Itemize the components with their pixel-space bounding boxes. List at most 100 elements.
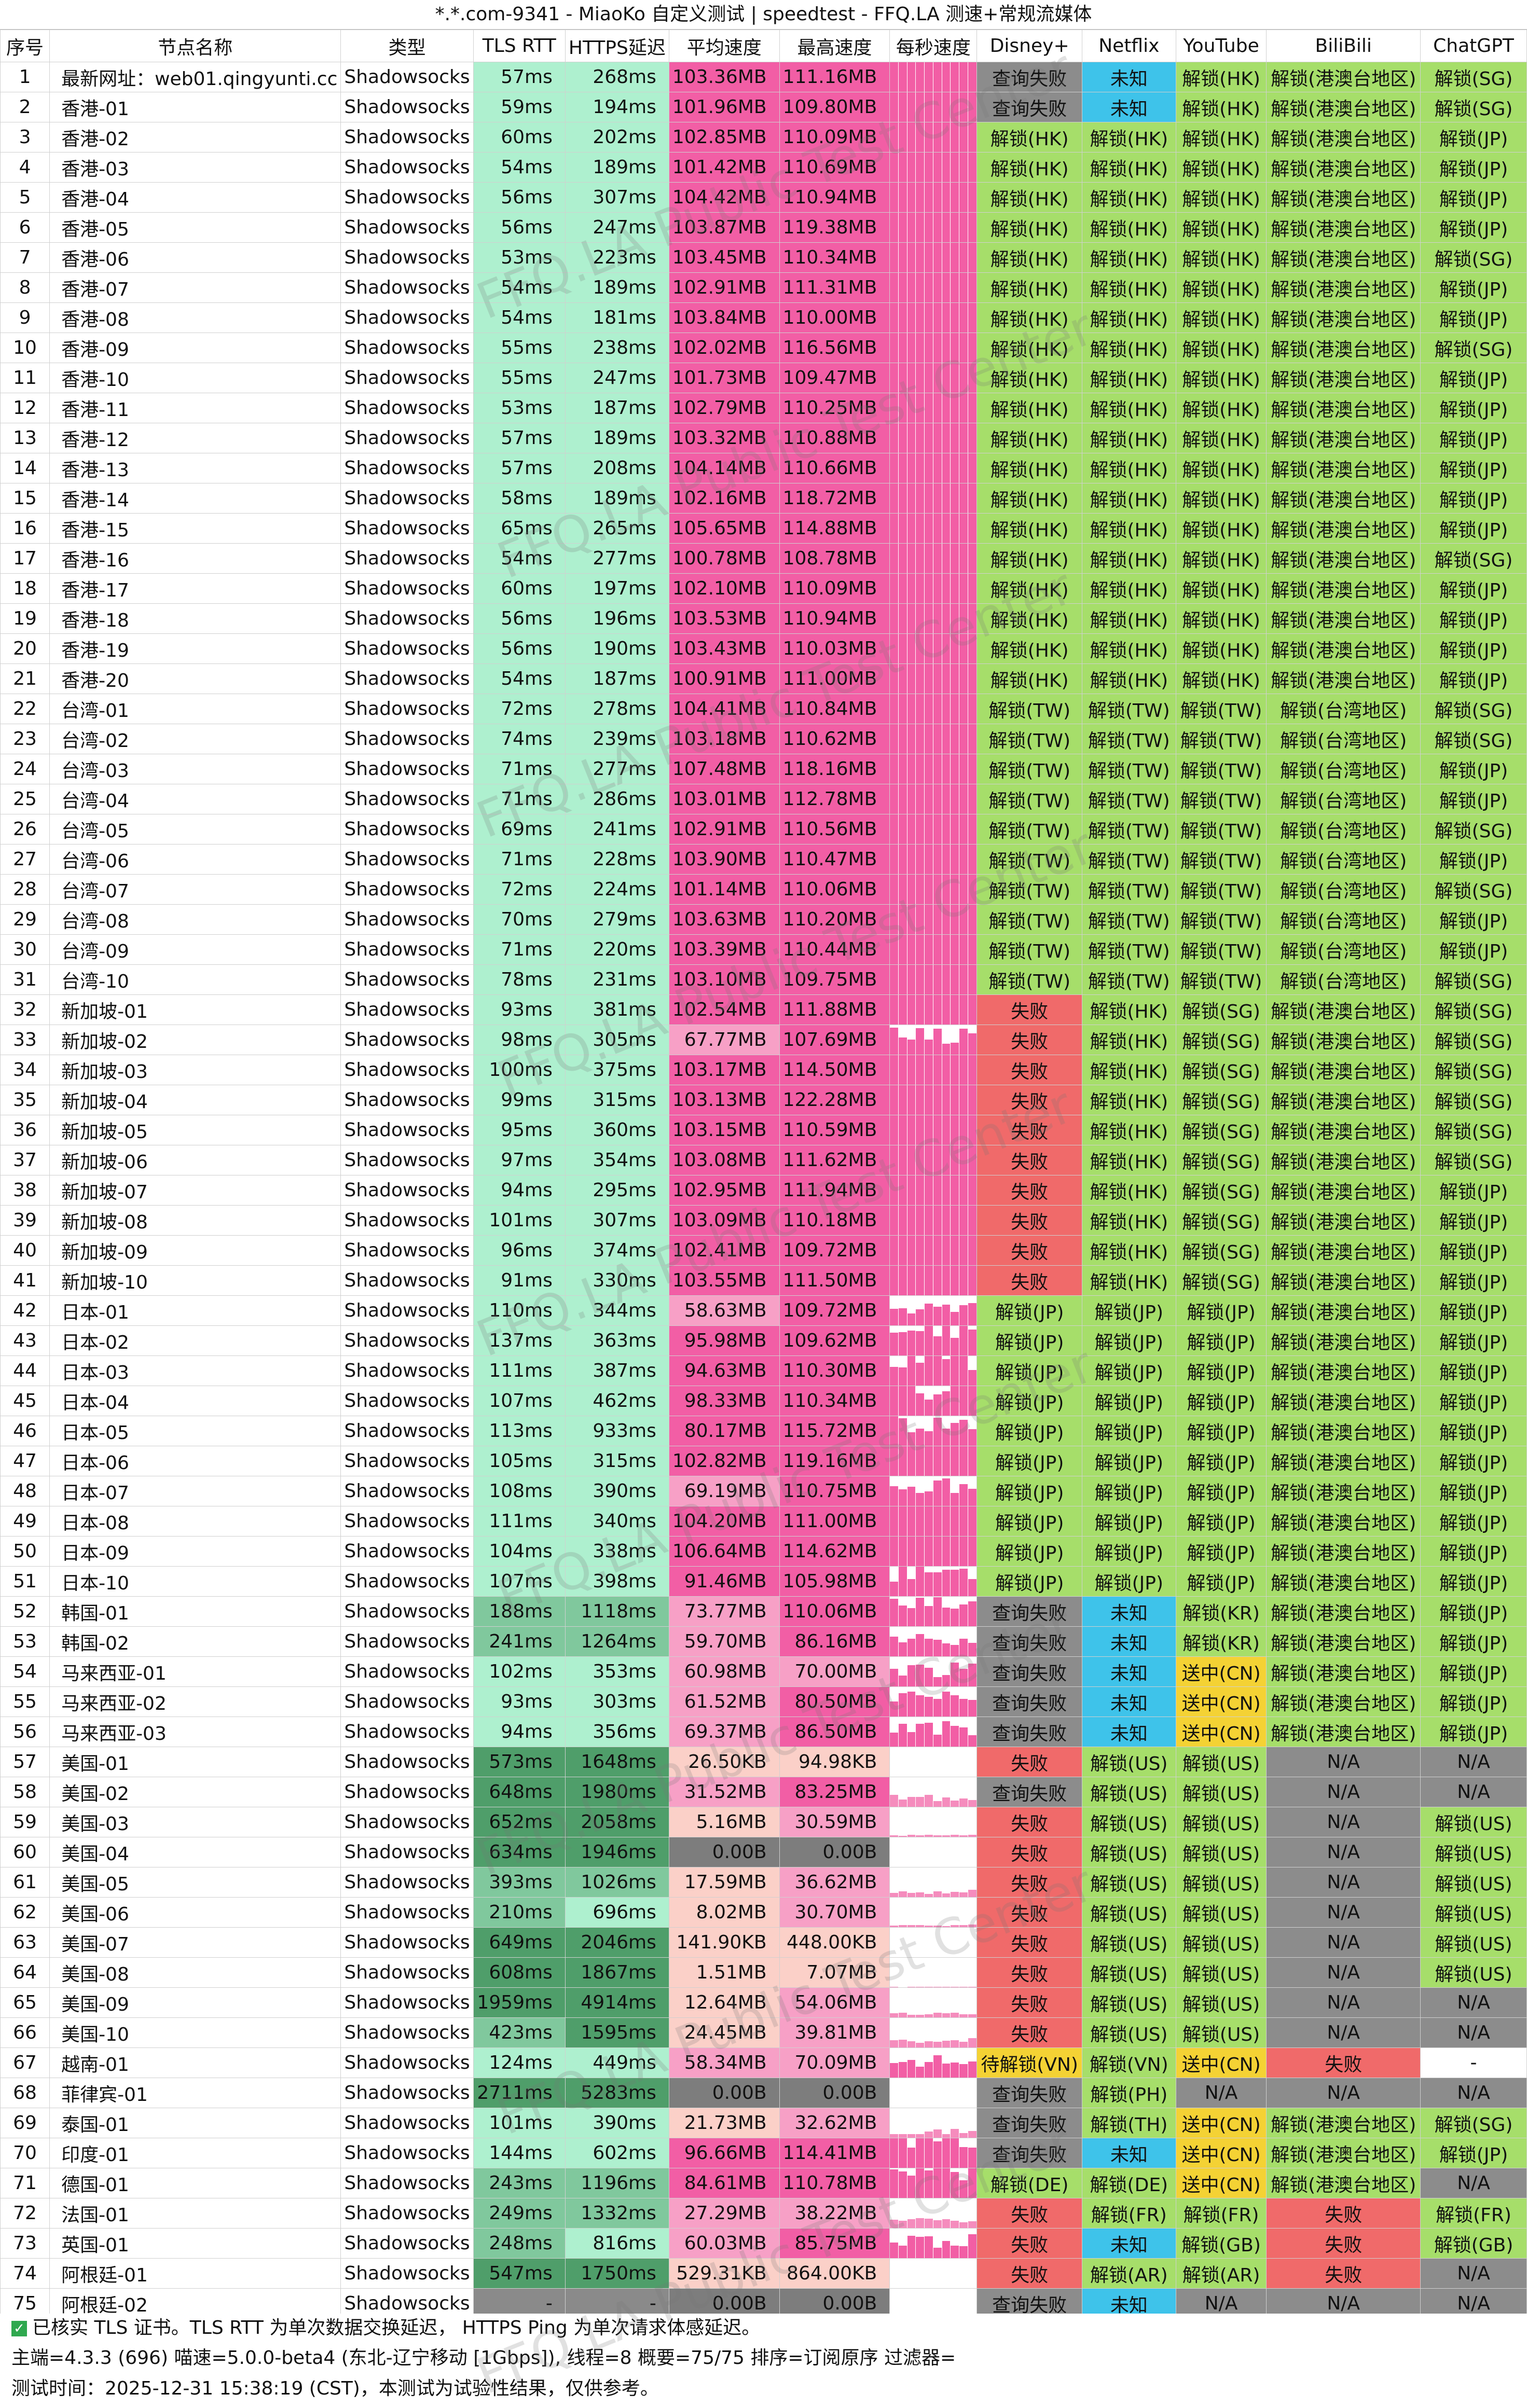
table-row[interactable]: 63 美国-07 Shadowsocks 649ms 2046ms 141.90KB 448… bbox=[0, 1927, 1527, 1958]
table-row[interactable]: 42 日本-01 Shadowsocks 110ms 344ms 58.63MB 109.7… bbox=[0, 1295, 1527, 1326]
speed-bar bbox=[942, 1236, 951, 1265]
column-header[interactable]: 节点名称 bbox=[49, 30, 341, 62]
column-header[interactable]: BiliBili bbox=[1266, 30, 1421, 62]
speed-bar bbox=[933, 845, 942, 874]
table-row[interactable]: 61 美国-05 Shadowsocks 393ms 1026ms 17.59MB 36.6… bbox=[0, 1867, 1527, 1898]
table-row[interactable]: 2 香港-01 Shadowsocks 59ms 194ms 101.96MB 109.80… bbox=[0, 92, 1527, 122]
table-row[interactable]: 41 新加坡-10 Shadowsocks 91ms 330ms 103.55MB 111.… bbox=[0, 1265, 1527, 1296]
table-row[interactable]: 66 美国-10 Shadowsocks 423ms 1595ms 24.45MB 39.8… bbox=[0, 2017, 1527, 2048]
table-row[interactable]: 45 日本-04 Shadowsocks 107ms 462ms 98.33MB 110.3… bbox=[0, 1386, 1527, 1416]
table-row[interactable]: 19 香港-18 Shadowsocks 56ms 196ms 103.53MB 110.9… bbox=[0, 603, 1527, 634]
table-row[interactable]: 62 美国-06 Shadowsocks 210ms 696ms 8.02MB 30.70M… bbox=[0, 1897, 1527, 1928]
column-header[interactable]: HTTPS延迟 bbox=[565, 30, 669, 62]
table-row[interactable]: 20 香港-19 Shadowsocks 56ms 190ms 103.43MB 110.0… bbox=[0, 633, 1527, 664]
table-row[interactable]: 43 日本-02 Shadowsocks 137ms 363ms 95.98MB 109.6… bbox=[0, 1325, 1527, 1356]
table-row[interactable]: 74 阿根廷-01 Shadowsocks 547ms 1750ms 529.31KB 86… bbox=[0, 2258, 1527, 2289]
table-row[interactable]: 3 香港-02 Shadowsocks 60ms 202ms 102.85MB 110.09… bbox=[0, 122, 1527, 153]
https-latency: 356ms bbox=[565, 1717, 669, 1747]
table-row[interactable]: 48 日本-07 Shadowsocks 108ms 390ms 69.19MB 110.7… bbox=[0, 1476, 1527, 1506]
speed-bar bbox=[916, 2042, 925, 2047]
table-row[interactable]: 29 台湾-08 Shadowsocks 70ms 279ms 103.63MB 110.2… bbox=[0, 904, 1527, 935]
table-row[interactable]: 53 韩国-02 Shadowsocks 241ms 1264ms 59.70MB 86.1… bbox=[0, 1626, 1527, 1657]
table-row[interactable]: 27 台湾-06 Shadowsocks 71ms 228ms 103.90MB 110.4… bbox=[0, 844, 1527, 875]
avg-speed: 101.14MB bbox=[668, 874, 780, 905]
table-row[interactable]: 39 新加坡-08 Shadowsocks 101ms 307ms 103.09MB 110… bbox=[0, 1205, 1527, 1236]
table-row[interactable]: 30 台湾-09 Shadowsocks 71ms 220ms 103.39MB 110.4… bbox=[0, 934, 1527, 965]
table-row[interactable]: 36 新加坡-05 Shadowsocks 95ms 360ms 103.15MB 110.… bbox=[0, 1115, 1527, 1145]
column-header[interactable]: YouTube bbox=[1175, 30, 1267, 62]
table-row[interactable]: 8 香港-07 Shadowsocks 54ms 189ms 102.91MB 111.31… bbox=[0, 272, 1527, 303]
table-row[interactable]: 17 香港-16 Shadowsocks 54ms 277ms 100.78MB 108.7… bbox=[0, 543, 1527, 574]
table-row[interactable]: 18 香港-17 Shadowsocks 60ms 197ms 102.10MB 110.0… bbox=[0, 573, 1527, 604]
table-row[interactable]: 64 美国-08 Shadowsocks 608ms 1867ms 1.51MB 7.07M… bbox=[0, 1957, 1527, 1988]
table-row[interactable]: 73 英国-01 Shadowsocks 248ms 816ms 60.03MB 85.75… bbox=[0, 2228, 1527, 2259]
table-row[interactable]: 6 香港-05 Shadowsocks 56ms 247ms 103.87MB 119.38… bbox=[0, 212, 1527, 243]
table-row[interactable]: 5 香港-04 Shadowsocks 56ms 307ms 104.42MB 110.94… bbox=[0, 182, 1527, 213]
column-header[interactable]: Netflix bbox=[1081, 30, 1176, 62]
table-row[interactable]: 33 新加坡-02 Shadowsocks 98ms 305ms 67.77MB 107.6… bbox=[0, 1025, 1527, 1055]
table-row[interactable]: 23 台湾-02 Shadowsocks 74ms 239ms 103.18MB 110.6… bbox=[0, 724, 1527, 754]
column-header[interactable]: ChatGPT bbox=[1420, 30, 1527, 62]
bilibili-status: 解锁(港澳台地区) bbox=[1266, 1566, 1421, 1597]
speed-bar bbox=[942, 243, 951, 272]
table-row[interactable]: 7 香港-06 Shadowsocks 53ms 223ms 103.45MB 110.34… bbox=[0, 242, 1527, 273]
table-row[interactable]: 60 美国-04 Shadowsocks 634ms 1946ms 0.00B 0.00B 失… bbox=[0, 1837, 1527, 1867]
column-header[interactable]: 每秒速度 bbox=[889, 30, 978, 62]
table-row[interactable]: 21 香港-20 Shadowsocks 54ms 187ms 100.91MB 111.0… bbox=[0, 663, 1527, 694]
table-row[interactable]: 24 台湾-03 Shadowsocks 71ms 277ms 107.48MB 118.1… bbox=[0, 754, 1527, 784]
table-row[interactable]: 14 香港-13 Shadowsocks 57ms 208ms 104.14MB 110.6… bbox=[0, 453, 1527, 483]
table-row[interactable]: 56 马来西亚-03 Shadowsocks 94ms 356ms 69.37MB 86.5… bbox=[0, 1717, 1527, 1747]
column-header[interactable]: 类型 bbox=[340, 30, 474, 62]
table-row[interactable]: 4 香港-03 Shadowsocks 54ms 189ms 101.42MB 110.69… bbox=[0, 152, 1527, 183]
table-row[interactable]: 10 香港-09 Shadowsocks 55ms 238ms 102.02MB 116.5… bbox=[0, 333, 1527, 363]
table-row[interactable]: 52 韩国-01 Shadowsocks 188ms 1118ms 73.77MB 110.… bbox=[0, 1596, 1527, 1627]
table-row[interactable]: 37 新加坡-06 Shadowsocks 97ms 354ms 103.08MB 111.… bbox=[0, 1145, 1527, 1175]
table-row[interactable]: 31 台湾-10 Shadowsocks 78ms 231ms 103.10MB 109.7… bbox=[0, 964, 1527, 995]
table-row[interactable]: 57 美国-01 Shadowsocks 573ms 1648ms 26.50KB 94.9… bbox=[0, 1747, 1527, 1777]
table-row[interactable]: 12 香港-11 Shadowsocks 53ms 187ms 102.79MB 110.2… bbox=[0, 393, 1527, 423]
table-row[interactable]: 26 台湾-05 Shadowsocks 69ms 241ms 102.91MB 110.5… bbox=[0, 814, 1527, 845]
speed-bar bbox=[907, 303, 916, 333]
tls-rtt: 96ms bbox=[473, 1235, 566, 1266]
table-row[interactable]: 71 德国-01 Shadowsocks 243ms 1196ms 84.61MB 110.… bbox=[0, 2168, 1527, 2198]
table-row[interactable]: 22 台湾-01 Shadowsocks 72ms 278ms 104.41MB 110.8… bbox=[0, 694, 1527, 724]
table-row[interactable]: 11 香港-10 Shadowsocks 55ms 247ms 101.73MB 109.4… bbox=[0, 363, 1527, 393]
table-row[interactable]: 51 日本-10 Shadowsocks 107ms 398ms 91.46MB 105.9… bbox=[0, 1566, 1527, 1597]
table-row[interactable]: 25 台湾-04 Shadowsocks 71ms 286ms 103.01MB 112.7… bbox=[0, 784, 1527, 814]
table-row[interactable]: 34 新加坡-03 Shadowsocks 100ms 375ms 103.17MB 114… bbox=[0, 1055, 1527, 1085]
table-row[interactable]: 49 日本-08 Shadowsocks 111ms 340ms 104.20MB 111.… bbox=[0, 1506, 1527, 1537]
table-row[interactable]: 67 越南-01 Shadowsocks 124ms 449ms 58.34MB 70.09… bbox=[0, 2047, 1527, 2078]
table-row[interactable]: 69 泰国-01 Shadowsocks 101ms 390ms 21.73MB 32.62… bbox=[0, 2108, 1527, 2138]
youtube-status: 解锁(HK) bbox=[1175, 423, 1267, 453]
table-row[interactable]: 16 香港-15 Shadowsocks 65ms 265ms 105.65MB 114.8… bbox=[0, 513, 1527, 544]
table-row[interactable]: 70 印度-01 Shadowsocks 144ms 602ms 96.66MB 114.4… bbox=[0, 2138, 1527, 2168]
column-header[interactable]: 序号 bbox=[0, 30, 50, 62]
table-row[interactable]: 38 新加坡-07 Shadowsocks 94ms 295ms 102.95MB 111.… bbox=[0, 1175, 1527, 1206]
table-row[interactable]: 9 香港-08 Shadowsocks 54ms 181ms 103.84MB 110.00… bbox=[0, 302, 1527, 333]
table-row[interactable]: 68 菲律宾-01 Shadowsocks 2711ms 5283ms 0.00B 0.00… bbox=[0, 2078, 1527, 2108]
disney-status: 失败 bbox=[976, 1807, 1082, 1837]
column-header[interactable]: 最高速度 bbox=[779, 30, 890, 62]
table-row[interactable]: 15 香港-14 Shadowsocks 58ms 189ms 102.16MB 118.7… bbox=[0, 483, 1527, 514]
table-row[interactable]: 59 美国-03 Shadowsocks 652ms 2058ms 5.16MB 30.59… bbox=[0, 1807, 1527, 1837]
table-row[interactable]: 72 法国-01 Shadowsocks 249ms 1332ms 27.29MB 38.2… bbox=[0, 2198, 1527, 2229]
table-row[interactable]: 46 日本-05 Shadowsocks 113ms 933ms 80.17MB 115.7… bbox=[0, 1416, 1527, 1446]
table-row[interactable]: 65 美国-09 Shadowsocks 1959ms 4914ms 12.64MB 54.… bbox=[0, 1987, 1527, 2018]
table-row[interactable]: 55 马来西亚-02 Shadowsocks 93ms 303ms 61.52MB 80.5… bbox=[0, 1686, 1527, 1717]
table-row[interactable]: 40 新加坡-09 Shadowsocks 96ms 374ms 102.41MB 109.… bbox=[0, 1235, 1527, 1266]
table-row[interactable]: 35 新加坡-04 Shadowsocks 99ms 315ms 103.13MB 122.… bbox=[0, 1085, 1527, 1115]
table-row[interactable]: 50 日本-09 Shadowsocks 104ms 338ms 106.64MB 114.… bbox=[0, 1536, 1527, 1567]
table-row[interactable]: 1 最新网址：web01.qingyunti.cc Shadowsocks 57ms 2… bbox=[0, 62, 1527, 92]
table-row[interactable]: 44 日本-03 Shadowsocks 111ms 387ms 94.63MB 110.3… bbox=[0, 1355, 1527, 1386]
table-row[interactable]: 47 日本-06 Shadowsocks 105ms 315ms 102.82MB 119.… bbox=[0, 1446, 1527, 1476]
chatgpt-status: 解锁(JP) bbox=[1420, 633, 1527, 664]
column-header[interactable]: 平均速度 bbox=[668, 30, 780, 62]
table-row[interactable]: 28 台湾-07 Shadowsocks 72ms 224ms 101.14MB 110.0… bbox=[0, 874, 1527, 905]
table-row[interactable]: 54 马来西亚-01 Shadowsocks 102ms 353ms 60.98MB 70.… bbox=[0, 1656, 1527, 1687]
table-row[interactable]: 13 香港-12 Shadowsocks 57ms 189ms 103.32MB 110.8… bbox=[0, 423, 1527, 453]
column-header[interactable]: TLS RTT bbox=[473, 30, 566, 62]
table-row[interactable]: 32 新加坡-01 Shadowsocks 93ms 381ms 102.54MB 111.… bbox=[0, 994, 1527, 1025]
column-header[interactable]: Disney+ bbox=[976, 30, 1082, 62]
table-row[interactable]: 58 美国-02 Shadowsocks 648ms 1980ms 31.52MB 83.2… bbox=[0, 1777, 1527, 1807]
speed-sparkline bbox=[890, 183, 976, 212]
